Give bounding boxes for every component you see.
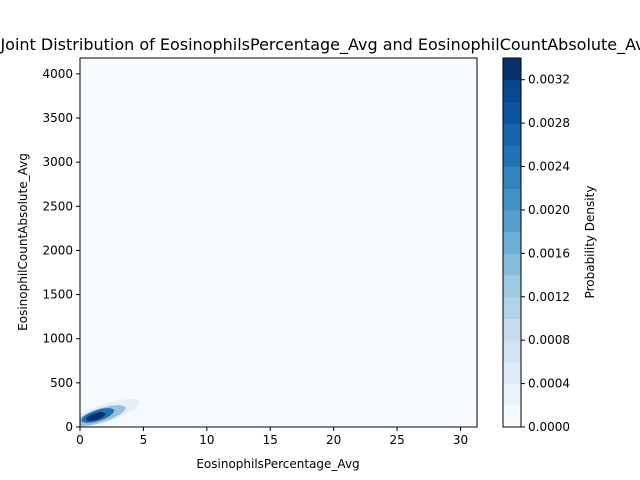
colorbar-tick-label: 0.0020 (528, 203, 570, 217)
x-axis-label: EosinophilsPercentage_Avg (196, 457, 359, 471)
y-axis-ticks: 0 500 1000 1500 2000 2500 3000 3500 4000 (42, 67, 80, 434)
colorbar-segment (503, 340, 521, 363)
y-tick-label: 3000 (42, 155, 73, 169)
colorbar-tick-label: 0.0024 (528, 160, 570, 174)
y-tick-label: 2500 (42, 199, 73, 213)
colorbar-segment (503, 296, 521, 319)
y-tick-label: 4000 (42, 67, 73, 81)
x-tick-label: 20 (326, 433, 341, 447)
y-tick-label: 500 (50, 376, 73, 390)
colorbar-tick-label: 0.0032 (528, 73, 570, 87)
y-tick-label: 0 (65, 420, 73, 434)
colorbar-tick-label: 0.0004 (528, 377, 570, 391)
colorbar-segment (503, 58, 521, 81)
colorbar-segment (503, 166, 521, 189)
colorbar-segment (503, 405, 521, 428)
colorbar-segment (503, 253, 521, 276)
plot-area (80, 58, 477, 427)
colorbar-segment (503, 318, 521, 341)
x-tick-label: 0 (76, 433, 84, 447)
y-tick-label: 3500 (42, 111, 73, 125)
x-axis-ticks: 0 5 10 15 20 25 30 (76, 427, 468, 447)
colorbar-tick-label: 0.0000 (528, 420, 570, 434)
colorbar-segment (503, 275, 521, 298)
colorbar: 0.0000 0.0004 0.0008 0.0012 0.0016 0.0020 0.00… (502, 57, 570, 434)
colorbar-label: Probability Density (583, 186, 597, 299)
x-tick-label: 25 (389, 433, 404, 447)
colorbar-segment (503, 361, 521, 385)
density-peak (86, 411, 106, 422)
x-tick-label: 30 (453, 433, 468, 447)
colorbar-segment (503, 231, 521, 254)
plot-frame (79, 57, 478, 428)
x-tick-label: 15 (263, 433, 278, 447)
chart-title: d Joint Distribution of EosinophilsPerce… (0, 35, 640, 55)
y-axis-label: EosinophilCountAbsolute_Avg (16, 153, 30, 331)
colorbar-tick-label: 0.0028 (528, 116, 570, 130)
colorbar-segment (503, 383, 521, 406)
x-tick-label: 5 (140, 433, 148, 447)
colorbar-frame (502, 57, 522, 428)
colorbar-segment (503, 101, 521, 124)
y-tick-label: 2000 (42, 243, 73, 257)
colorbar-segment (503, 188, 521, 211)
y-tick-label: 1500 (42, 288, 73, 302)
colorbar-segment (503, 79, 521, 102)
colorbar-segment (503, 144, 521, 168)
colorbar-tick-label: 0.0016 (528, 246, 570, 260)
y-tick-label: 1000 (42, 332, 73, 346)
colorbar-segment (503, 123, 521, 146)
colorbar-segment (503, 209, 521, 233)
x-tick-label: 10 (199, 433, 214, 447)
colorbar-tick-label: 0.0008 (528, 333, 570, 347)
colorbar-tick-label: 0.0012 (528, 290, 570, 304)
density-region (80, 398, 141, 427)
